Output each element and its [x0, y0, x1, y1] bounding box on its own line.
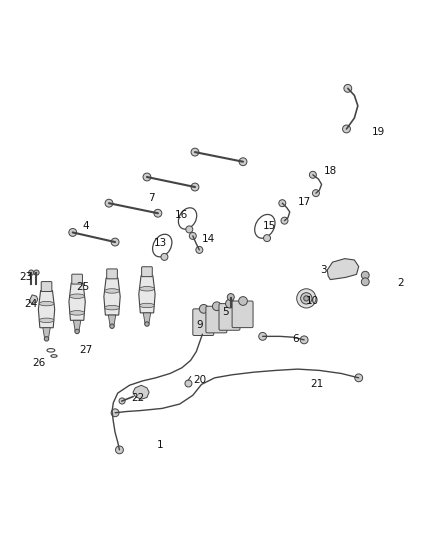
Circle shape: [343, 125, 350, 133]
Circle shape: [119, 398, 125, 404]
Ellipse shape: [105, 289, 120, 293]
Ellipse shape: [140, 287, 154, 291]
Polygon shape: [43, 328, 50, 339]
Circle shape: [309, 171, 316, 179]
Text: 1: 1: [157, 440, 163, 450]
FancyBboxPatch shape: [141, 266, 152, 277]
Ellipse shape: [39, 301, 54, 306]
FancyBboxPatch shape: [219, 304, 240, 330]
Circle shape: [145, 322, 149, 326]
Circle shape: [212, 302, 221, 311]
Circle shape: [227, 294, 234, 301]
Text: 13: 13: [153, 238, 167, 248]
Polygon shape: [143, 313, 151, 324]
Ellipse shape: [70, 294, 85, 298]
Circle shape: [304, 296, 309, 301]
Circle shape: [186, 226, 193, 233]
Text: 10: 10: [306, 296, 319, 306]
Text: 20: 20: [193, 375, 206, 385]
Circle shape: [28, 270, 34, 275]
Ellipse shape: [105, 305, 120, 310]
FancyBboxPatch shape: [107, 269, 117, 279]
Circle shape: [75, 329, 79, 334]
Text: 7: 7: [148, 192, 155, 203]
Polygon shape: [108, 315, 116, 326]
Circle shape: [297, 289, 316, 308]
Text: 22: 22: [131, 393, 145, 403]
Text: 16: 16: [175, 210, 188, 220]
Circle shape: [116, 446, 124, 454]
Circle shape: [69, 229, 77, 236]
Circle shape: [281, 217, 288, 224]
Text: 17: 17: [297, 197, 311, 207]
Circle shape: [111, 409, 119, 417]
Text: 18: 18: [324, 166, 337, 176]
Circle shape: [111, 238, 119, 246]
FancyBboxPatch shape: [72, 274, 82, 284]
Circle shape: [199, 304, 208, 313]
Polygon shape: [29, 295, 38, 304]
Circle shape: [191, 148, 199, 156]
Circle shape: [34, 270, 39, 275]
Polygon shape: [139, 276, 155, 313]
FancyBboxPatch shape: [206, 306, 227, 333]
Circle shape: [154, 209, 162, 217]
Circle shape: [300, 336, 308, 344]
Ellipse shape: [39, 318, 54, 322]
Text: 9: 9: [196, 320, 203, 330]
Text: 4: 4: [82, 221, 89, 231]
Circle shape: [143, 173, 151, 181]
Circle shape: [226, 299, 234, 308]
Text: 2: 2: [397, 278, 403, 288]
Text: 6: 6: [292, 334, 299, 344]
Circle shape: [191, 183, 199, 191]
Polygon shape: [74, 320, 81, 332]
Text: 21: 21: [311, 378, 324, 389]
Circle shape: [196, 246, 203, 253]
Polygon shape: [39, 290, 55, 328]
Circle shape: [361, 271, 369, 279]
FancyBboxPatch shape: [232, 301, 253, 328]
Circle shape: [259, 333, 267, 340]
Circle shape: [239, 158, 247, 166]
Circle shape: [355, 374, 363, 382]
Circle shape: [300, 293, 312, 304]
Circle shape: [239, 297, 247, 305]
Circle shape: [185, 380, 192, 387]
Text: 27: 27: [79, 345, 92, 356]
Text: 3: 3: [321, 265, 327, 275]
Circle shape: [105, 199, 113, 207]
Circle shape: [161, 253, 168, 261]
Circle shape: [344, 84, 352, 92]
Text: 23: 23: [19, 272, 33, 282]
FancyBboxPatch shape: [41, 281, 52, 292]
Circle shape: [361, 278, 369, 286]
Circle shape: [264, 235, 271, 241]
Ellipse shape: [70, 311, 85, 315]
Polygon shape: [133, 385, 149, 399]
Text: 14: 14: [201, 235, 215, 245]
Polygon shape: [69, 283, 85, 320]
Text: 24: 24: [24, 298, 37, 309]
Text: 15: 15: [263, 221, 276, 231]
Polygon shape: [104, 278, 120, 315]
Text: 19: 19: [372, 127, 385, 137]
Circle shape: [312, 190, 319, 197]
Polygon shape: [327, 259, 359, 280]
Text: 5: 5: [222, 308, 229, 317]
Circle shape: [110, 324, 114, 328]
Circle shape: [279, 200, 286, 207]
Text: 25: 25: [76, 282, 89, 293]
Text: 26: 26: [32, 358, 46, 368]
Circle shape: [44, 337, 49, 341]
FancyBboxPatch shape: [193, 309, 214, 335]
Ellipse shape: [140, 303, 154, 308]
Circle shape: [189, 232, 196, 239]
